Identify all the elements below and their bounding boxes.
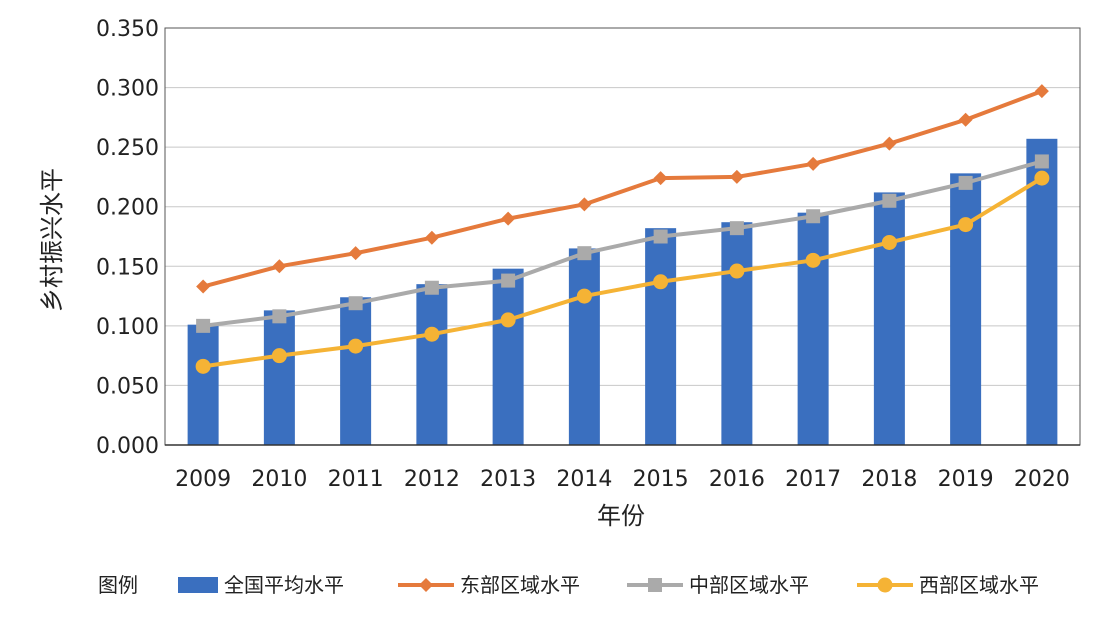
bar: [1026, 138, 1058, 445]
data-point: [576, 288, 592, 304]
data-point: [653, 274, 669, 290]
data-point: [805, 252, 821, 268]
axes: 0.000 0.050 0.100 0.150 0.200 0.250 0.300 0.350…: [96, 17, 1081, 492]
data-point: [272, 259, 287, 274]
x-tick-label: 2010: [251, 467, 307, 492]
data-point: [500, 312, 516, 328]
data-point: [272, 309, 287, 324]
x-tick-label: 2015: [633, 467, 689, 492]
legend-marker: [877, 577, 893, 593]
data-point: [501, 211, 516, 226]
data-point: [424, 230, 439, 245]
bar: [263, 310, 295, 445]
legend-label: 东部区域水平: [460, 573, 580, 597]
data-point: [577, 197, 592, 212]
legend: 图例 全国平均水平 东部区域水平 中部区域水平 西部区域水平: [98, 573, 1039, 597]
x-tick-label: 2020: [1014, 467, 1070, 492]
data-point: [1034, 84, 1049, 99]
legend-label: 全国平均水平: [224, 573, 344, 597]
series-line: [202, 176, 1043, 369]
bar: [645, 228, 677, 445]
bar: [721, 222, 753, 445]
x-tick-label: 2014: [556, 467, 612, 492]
bar: [416, 284, 448, 445]
data-point: [271, 348, 287, 364]
legend-marker: [419, 578, 433, 592]
data-point: [424, 326, 440, 342]
data-point: [881, 234, 897, 250]
y-tick-label: 0.100: [96, 315, 159, 340]
x-axis-label: 年份: [597, 502, 645, 530]
legend-title: 图例: [98, 573, 138, 597]
x-tick-label: 2016: [709, 467, 765, 492]
x-tick-label: 2018: [861, 467, 917, 492]
y-tick-label: 0.200: [96, 196, 159, 221]
data-point: [348, 246, 363, 261]
series-line: [202, 159, 1043, 328]
y-tick-label: 0.150: [96, 255, 159, 280]
bar: [187, 324, 219, 445]
legend-swatch: [178, 577, 218, 593]
data-point: [577, 246, 592, 261]
data-point: [653, 229, 668, 244]
data-point: [958, 175, 973, 190]
bar: [797, 212, 829, 445]
data-point: [348, 296, 363, 311]
bar: [950, 173, 982, 445]
data-point: [729, 263, 745, 279]
gridlines: [165, 27, 1080, 446]
legend-marker: [648, 578, 662, 592]
y-tick-label: 0.000: [96, 434, 159, 459]
y-tick-label: 0.250: [96, 136, 159, 161]
line-series: [195, 84, 1050, 374]
x-tick-label: 2009: [175, 467, 231, 492]
x-tick-label: 2011: [328, 467, 384, 492]
y-tick-label: 0.300: [96, 77, 159, 102]
bar: [492, 268, 524, 445]
data-point: [348, 338, 364, 354]
legend-label: 西部区域水平: [919, 573, 1039, 597]
data-point: [882, 193, 897, 208]
data-point: [729, 221, 744, 236]
data-point: [958, 217, 974, 233]
y-tick-label: 0.050: [96, 374, 159, 399]
data-point: [424, 280, 439, 295]
x-tick-label: 2013: [480, 467, 536, 492]
x-tick-label: 2019: [938, 467, 994, 492]
data-point: [958, 112, 973, 127]
y-axis-label: 乡村振兴水平: [38, 168, 66, 312]
data-point: [195, 358, 211, 374]
series-line: [202, 89, 1043, 289]
bar: [873, 192, 905, 445]
data-point: [501, 273, 516, 288]
data-point: [196, 279, 211, 294]
data-point: [1034, 170, 1050, 186]
bar: [568, 248, 600, 445]
plot-frame: [164, 27, 1081, 446]
data-point: [806, 156, 821, 171]
x-tick-label: 2012: [404, 467, 460, 492]
data-point: [729, 169, 744, 184]
data-point: [653, 171, 668, 186]
y-tick-label: 0.350: [96, 17, 159, 42]
data-point: [196, 318, 211, 333]
bar: [340, 297, 372, 445]
legend-label: 中部区域水平: [689, 573, 809, 597]
data-point: [1034, 154, 1049, 169]
data-point: [806, 209, 821, 224]
bar-series: [187, 138, 1058, 445]
data-point: [882, 136, 897, 151]
x-tick-label: 2017: [785, 467, 841, 492]
